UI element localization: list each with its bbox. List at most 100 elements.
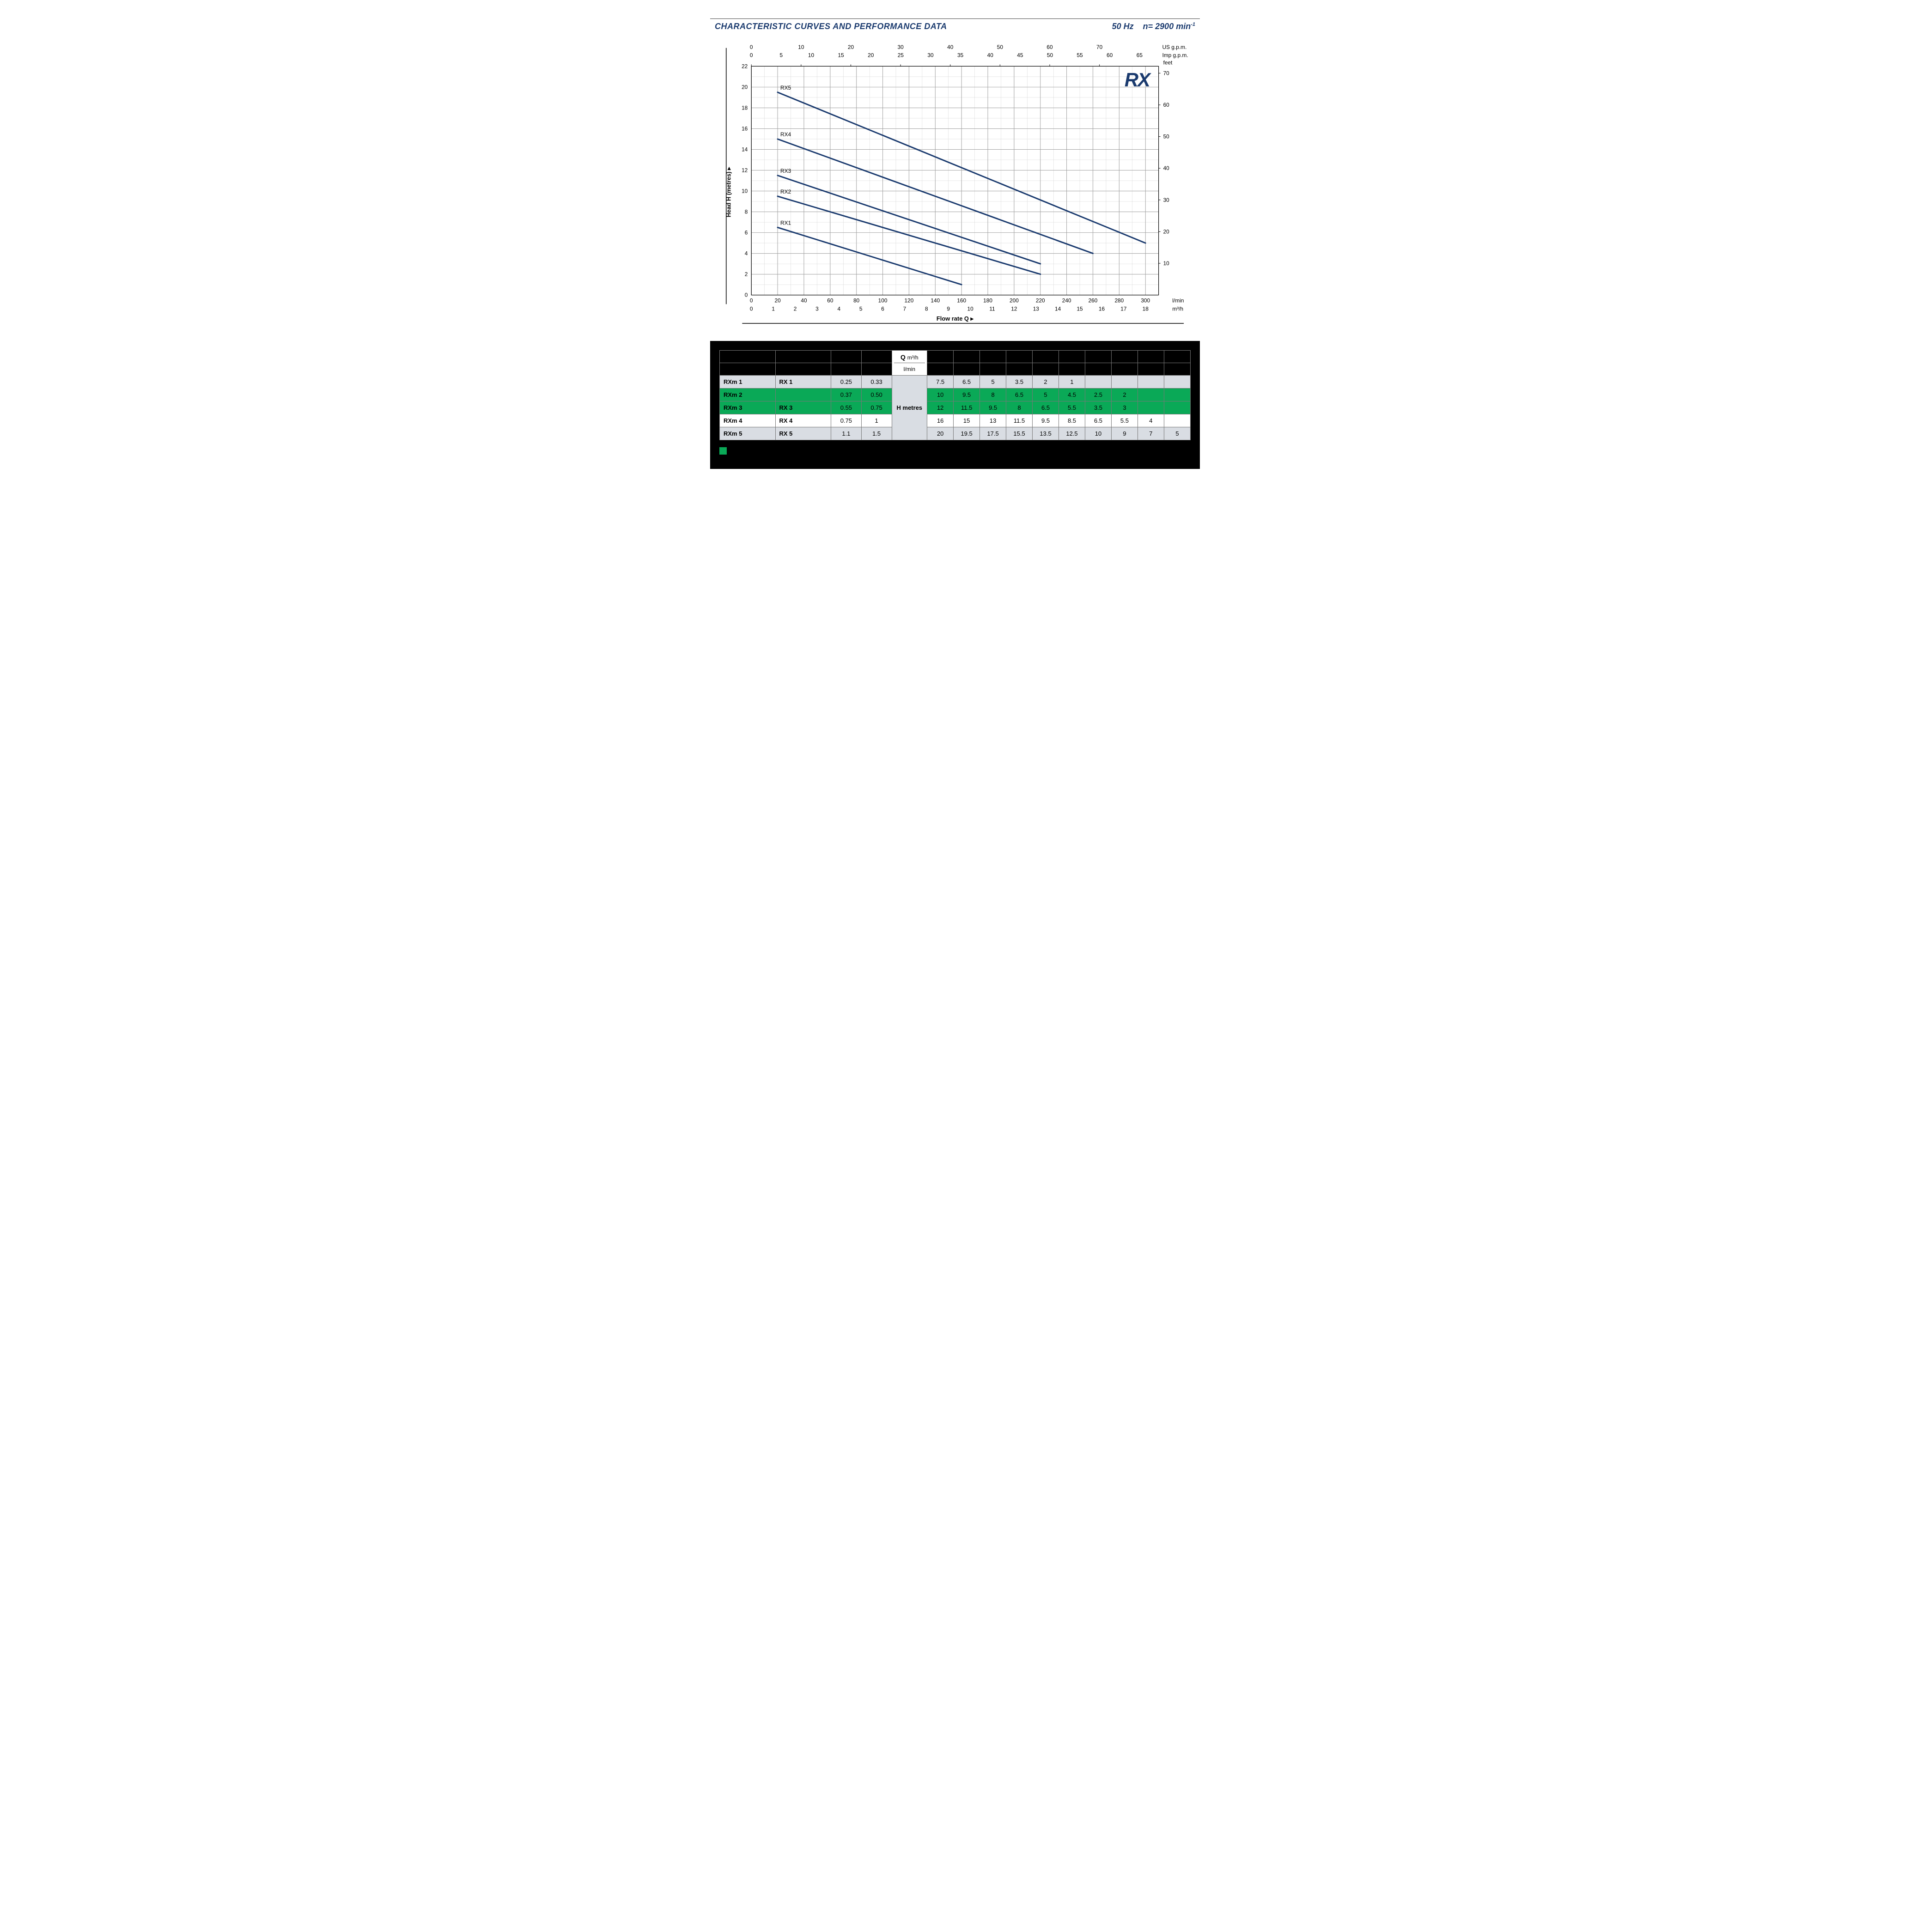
svg-text:180: 180 [983, 297, 992, 304]
head-value: 5 [1164, 427, 1190, 440]
freq-label: 50 Hz [1112, 22, 1134, 31]
svg-text:RX5: RX5 [780, 85, 791, 91]
head-value [1137, 401, 1164, 414]
power-hp: 1 [861, 414, 892, 427]
head-value: 5 [980, 375, 1006, 388]
svg-text:16: 16 [1099, 305, 1105, 312]
svg-text:RX: RX [1125, 69, 1151, 91]
head-value: 5.5 [1111, 414, 1137, 427]
svg-text:13: 13 [1033, 305, 1040, 312]
svg-text:12: 12 [742, 167, 748, 173]
head-value: 10 [1085, 427, 1112, 440]
svg-text:10: 10 [808, 52, 815, 59]
head-value: 3 [1111, 401, 1137, 414]
svg-text:60: 60 [827, 297, 833, 304]
head-value [1137, 388, 1164, 401]
svg-text:3: 3 [815, 305, 819, 312]
power-hp: 1.5 [861, 427, 892, 440]
head-value: 9.5 [980, 401, 1006, 414]
model-single: RXm 3 [720, 401, 776, 414]
head-value: 13.5 [1033, 427, 1059, 440]
svg-text:5: 5 [780, 52, 783, 59]
svg-text:70: 70 [1163, 70, 1170, 76]
svg-text:10: 10 [1163, 260, 1170, 267]
svg-text:220: 220 [1036, 297, 1045, 304]
head-value: 20 [927, 427, 954, 440]
svg-text:8: 8 [745, 209, 748, 215]
svg-text:15: 15 [838, 52, 845, 59]
model-single: RXm 4 [720, 414, 776, 427]
model-single: RXm 2 [720, 388, 776, 401]
head-value: 11.5 [954, 401, 980, 414]
power-kw: 1.1 [831, 427, 862, 440]
svg-text:25: 25 [898, 52, 904, 59]
svg-text:100: 100 [878, 297, 888, 304]
svg-text:2: 2 [745, 271, 748, 278]
head-value: 4 [1137, 414, 1164, 427]
power-hp: 0.75 [861, 401, 892, 414]
model-single: RXm 5 [720, 427, 776, 440]
svg-text:4: 4 [837, 305, 840, 312]
head-value: 19.5 [954, 427, 980, 440]
head-value: 7 [1137, 427, 1164, 440]
svg-text:260: 260 [1089, 297, 1098, 304]
svg-text:200: 200 [1010, 297, 1019, 304]
svg-text:40: 40 [1163, 165, 1170, 171]
head-value: 4.5 [1059, 388, 1085, 401]
svg-text:18: 18 [742, 104, 748, 111]
head-value [1164, 401, 1190, 414]
power-kw: 0.75 [831, 414, 862, 427]
svg-text:20: 20 [1163, 228, 1170, 235]
svg-text:8: 8 [925, 305, 928, 312]
svg-text:12: 12 [1011, 305, 1017, 312]
head-value: 7.5 [927, 375, 954, 388]
svg-text:feet: feet [1163, 59, 1173, 66]
svg-text:0: 0 [750, 297, 753, 304]
svg-text:30: 30 [1163, 197, 1170, 203]
header-operating: 50 Hz n= 2900 min-1 [1112, 22, 1195, 31]
svg-text:50: 50 [1163, 134, 1170, 140]
svg-text:Flow rate Q ▸: Flow rate Q ▸ [937, 315, 974, 322]
svg-text:2: 2 [794, 305, 797, 312]
svg-text:45: 45 [1017, 52, 1023, 59]
head-value: 2 [1111, 388, 1137, 401]
head-value [1164, 375, 1190, 388]
head-value: 10 [927, 388, 954, 401]
svg-text:22: 22 [742, 63, 748, 69]
page-title: CHARACTERISTIC CURVES AND PERFORMANCE DA… [715, 22, 947, 31]
svg-text:10: 10 [798, 44, 804, 50]
svg-text:RX4: RX4 [780, 131, 791, 138]
head-value: 5.5 [1059, 401, 1085, 414]
svg-text:60: 60 [1163, 102, 1170, 108]
svg-text:40: 40 [987, 52, 994, 59]
head-value: 1 [1059, 375, 1085, 388]
svg-text:0: 0 [750, 44, 753, 50]
head-value: 5 [1033, 388, 1059, 401]
h-label-cell: H metres [892, 375, 927, 440]
head-value: 11.5 [1006, 414, 1033, 427]
svg-text:9: 9 [947, 305, 950, 312]
head-value: 6.5 [1085, 414, 1112, 427]
performance-chart: 0246810121416182022Head H (metres) ▸0204… [715, 39, 1191, 332]
head-value: 2 [1033, 375, 1059, 388]
head-value: 6.5 [1033, 401, 1059, 414]
svg-text:5: 5 [859, 305, 863, 312]
head-value: 9 [1111, 427, 1137, 440]
model-three: RX 1 [775, 375, 831, 388]
svg-text:20: 20 [868, 52, 874, 59]
head-value: 2.5 [1085, 388, 1112, 401]
power-hp: 0.50 [861, 388, 892, 401]
green-legend-swatch [719, 447, 727, 455]
svg-text:11: 11 [989, 305, 995, 312]
svg-text:14: 14 [1055, 305, 1061, 312]
svg-text:l/min: l/min [1172, 297, 1184, 304]
svg-text:50: 50 [997, 44, 1004, 50]
head-value: 9.5 [954, 388, 980, 401]
svg-text:m³/h: m³/h [1172, 305, 1183, 312]
head-value: 6.5 [1006, 388, 1033, 401]
chart-container: 0246810121416182022Head H (metres) ▸0204… [710, 34, 1200, 336]
svg-text:10: 10 [742, 188, 748, 194]
svg-text:1: 1 [772, 305, 775, 312]
speed-exp: -1 [1191, 22, 1195, 27]
head-value: 8.5 [1059, 414, 1085, 427]
